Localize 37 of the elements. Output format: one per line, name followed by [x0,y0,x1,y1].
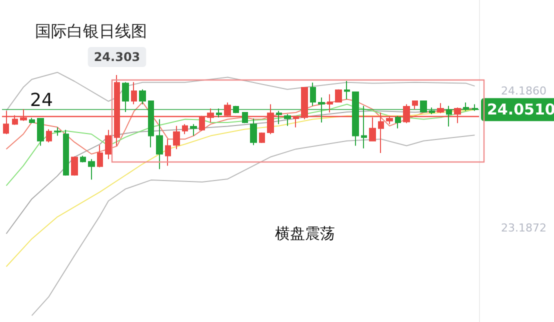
candlestick [344,80,350,100]
candlestick [131,82,137,105]
candlestick [71,156,78,176]
candlestick [97,144,103,168]
candlestick [182,124,188,135]
line-series [6,72,476,112]
candlestick [88,158,95,180]
candlestick [242,111,248,124]
candlestick [335,88,342,103]
candlestick [395,115,401,129]
text: 国际白银日线图 [35,22,147,40]
candlestick [63,129,69,176]
candlestick [105,129,112,160]
candlestick [284,114,291,126]
candlestick [437,102,444,114]
candlestick [412,100,418,110]
candlestick [327,94,333,113]
y-tick-label: 23.1872 [501,221,546,234]
candlestick [139,88,146,105]
candlestick [190,124,197,136]
annotation: 横盘震荡 [275,224,335,242]
ref-line-label: 24 [30,90,53,111]
candlestick [37,118,44,146]
candlestick [173,125,180,150]
candlestick [54,126,61,136]
candlestick [156,118,163,170]
candlestick [46,128,52,143]
candlestick [80,155,86,163]
candlestick [29,117,35,124]
line-series [31,134,476,316]
candlestick [250,118,257,146]
annotation: 24.303 [94,50,140,64]
candlestick [310,82,316,106]
candlestick [165,138,171,166]
y-tick-label: 24.1860 [501,84,546,98]
candlestick [259,132,265,144]
line-series [6,109,476,268]
